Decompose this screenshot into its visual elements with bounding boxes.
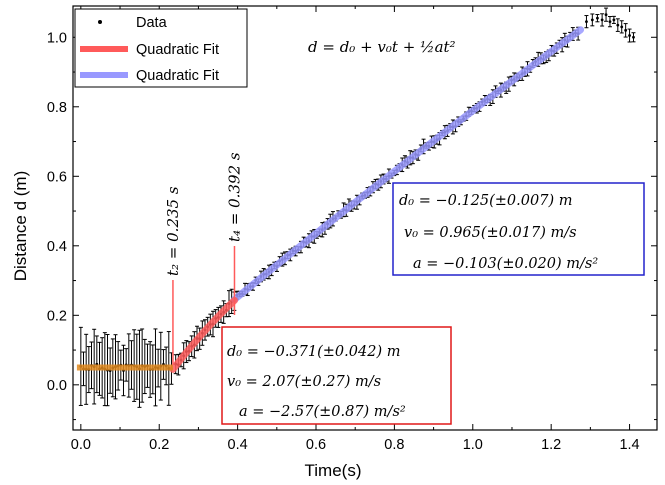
fit-box-red-frame <box>221 326 452 425</box>
data-point <box>590 18 594 22</box>
x-tick-label: 1.4 <box>619 437 639 453</box>
legend-label-red-fit: Quadratic Fit <box>136 42 219 58</box>
fit-curve-blue <box>230 26 585 304</box>
marker-t4: t₄ = 0.392 s <box>225 152 243 315</box>
x-axis-label: Time(s) <box>305 461 362 480</box>
fit-box-blue: d₀ = −0.125(±0.007) m v₀ = 0.965(±0.017)… <box>392 182 645 276</box>
x-tick-label: 1.0 <box>463 437 483 453</box>
legend-label-data: Data <box>136 15 168 31</box>
legend-label-blue-fit: Quadratic Fit <box>136 68 219 84</box>
fit-blue-d0: d₀ = −0.125(±0.007) m <box>399 193 572 209</box>
data-point <box>624 28 628 32</box>
y-tick-label: 0.6 <box>47 169 67 185</box>
legend: Data Quadratic Fit Quadratic Fit <box>74 8 248 88</box>
plot-area <box>76 7 636 408</box>
fit-red-v0: v₀ = 2.07(±0.27) m/s <box>227 374 381 390</box>
legend-data-marker <box>98 20 102 24</box>
fit-red-d0: d₀ = −0.371(±0.042) m <box>227 344 400 360</box>
x-tick-label: 0.0 <box>71 437 91 453</box>
marker-t2: t₂ = 0.235 s <box>164 186 182 365</box>
data-point <box>608 20 612 24</box>
fit-box-red: d₀ = −0.371(±0.042) m v₀ = 2.07(±0.27) m… <box>221 326 452 425</box>
y-tick-label: 0.2 <box>47 308 67 324</box>
x-tick-label: 1.2 <box>541 437 561 453</box>
data-point <box>600 18 604 22</box>
x-tick-label: 0.4 <box>228 437 248 453</box>
data-point <box>616 23 620 27</box>
data-point <box>585 20 588 24</box>
plot-frame <box>72 5 658 431</box>
data-point <box>620 25 624 29</box>
fit-blue-v0: v₀ = 0.965(±0.017) m/s <box>404 225 577 241</box>
data-point <box>632 35 635 39</box>
x-tick-label: 0.8 <box>384 437 404 453</box>
y-tick-label: 0.8 <box>47 100 67 116</box>
fit-blue-a: a = −0.103(±0.020) m/s² <box>413 256 598 272</box>
fit-curve-red <box>169 296 238 373</box>
data-point <box>596 16 599 20</box>
data-point <box>612 18 616 22</box>
equation: d = d₀ + v₀t + ½at² <box>308 38 456 56</box>
marker-t4-label: t₄ = 0.392 s <box>225 152 243 242</box>
x-tick-label: 0.6 <box>306 437 326 453</box>
marker-t2-label: t₂ = 0.235 s <box>164 186 182 276</box>
fit-red-a: a = −2.57(±0.87) m/s² <box>239 404 406 420</box>
x-tick-label: 0.2 <box>149 437 169 453</box>
y-tick-label: 0.0 <box>47 378 67 394</box>
data-point <box>604 13 608 17</box>
axes: 0.0 0.2 0.4 0.6 0.8 1.0 1.2 1.4 0.0 0.2 0.4 0.6 0.8 1… <box>47 5 658 453</box>
y-tick-label: 0.4 <box>47 239 67 255</box>
data-point <box>628 34 631 37</box>
y-tick-label: 1.0 <box>47 30 67 46</box>
fit-box-blue-frame <box>392 182 645 276</box>
y-axis-label: Distance d (m) <box>11 171 30 282</box>
